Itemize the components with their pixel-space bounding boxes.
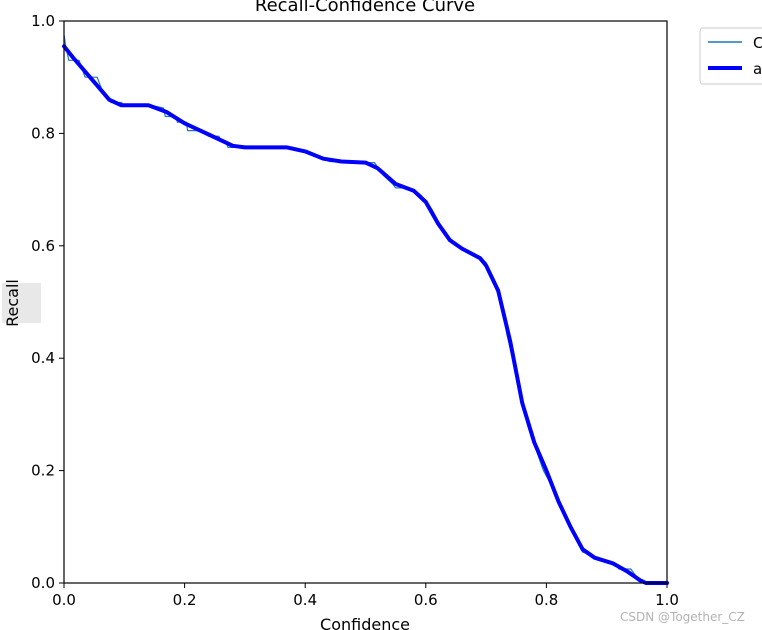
x-tick-label: 0.0 [52, 591, 76, 609]
x-axis-ticks: 0.0 0.2 0.4 0.6 0.8 1.0 [52, 583, 679, 609]
series-line-c [63, 34, 668, 584]
y-tick-label: 0.6 [31, 237, 55, 255]
y-tick-label: 0.2 [31, 462, 55, 480]
ylabel-highlight [2, 283, 41, 323]
x-tick-label: 0.4 [293, 591, 317, 609]
x-tick-label: 0.8 [534, 591, 558, 609]
x-axis-label: Confidence [320, 615, 410, 630]
y-axis-ticks: 0.0 0.2 0.4 0.6 0.8 1.0 [31, 12, 64, 592]
watermark: CSDN @Together_CZ [620, 610, 745, 624]
y-tick-label: 1.0 [31, 12, 55, 30]
x-tick-label: 0.2 [173, 591, 197, 609]
legend-label-a: a [753, 60, 762, 78]
series-line-a [62, 44, 669, 585]
y-axis-label: Recall [3, 279, 22, 327]
legend: C a [699, 27, 762, 85]
y-tick-label: 0.8 [31, 124, 55, 142]
series-layer [62, 34, 669, 585]
y-tick-label: 0.0 [31, 574, 55, 592]
x-tick-label: 0.6 [414, 591, 438, 609]
chart-title: Recall-Confidence Curve [255, 0, 475, 16]
y-tick-label: 0.4 [31, 349, 55, 367]
x-tick-label: 1.0 [655, 591, 679, 609]
legend-label-c: C [753, 34, 762, 52]
plot-frame [63, 20, 668, 584]
